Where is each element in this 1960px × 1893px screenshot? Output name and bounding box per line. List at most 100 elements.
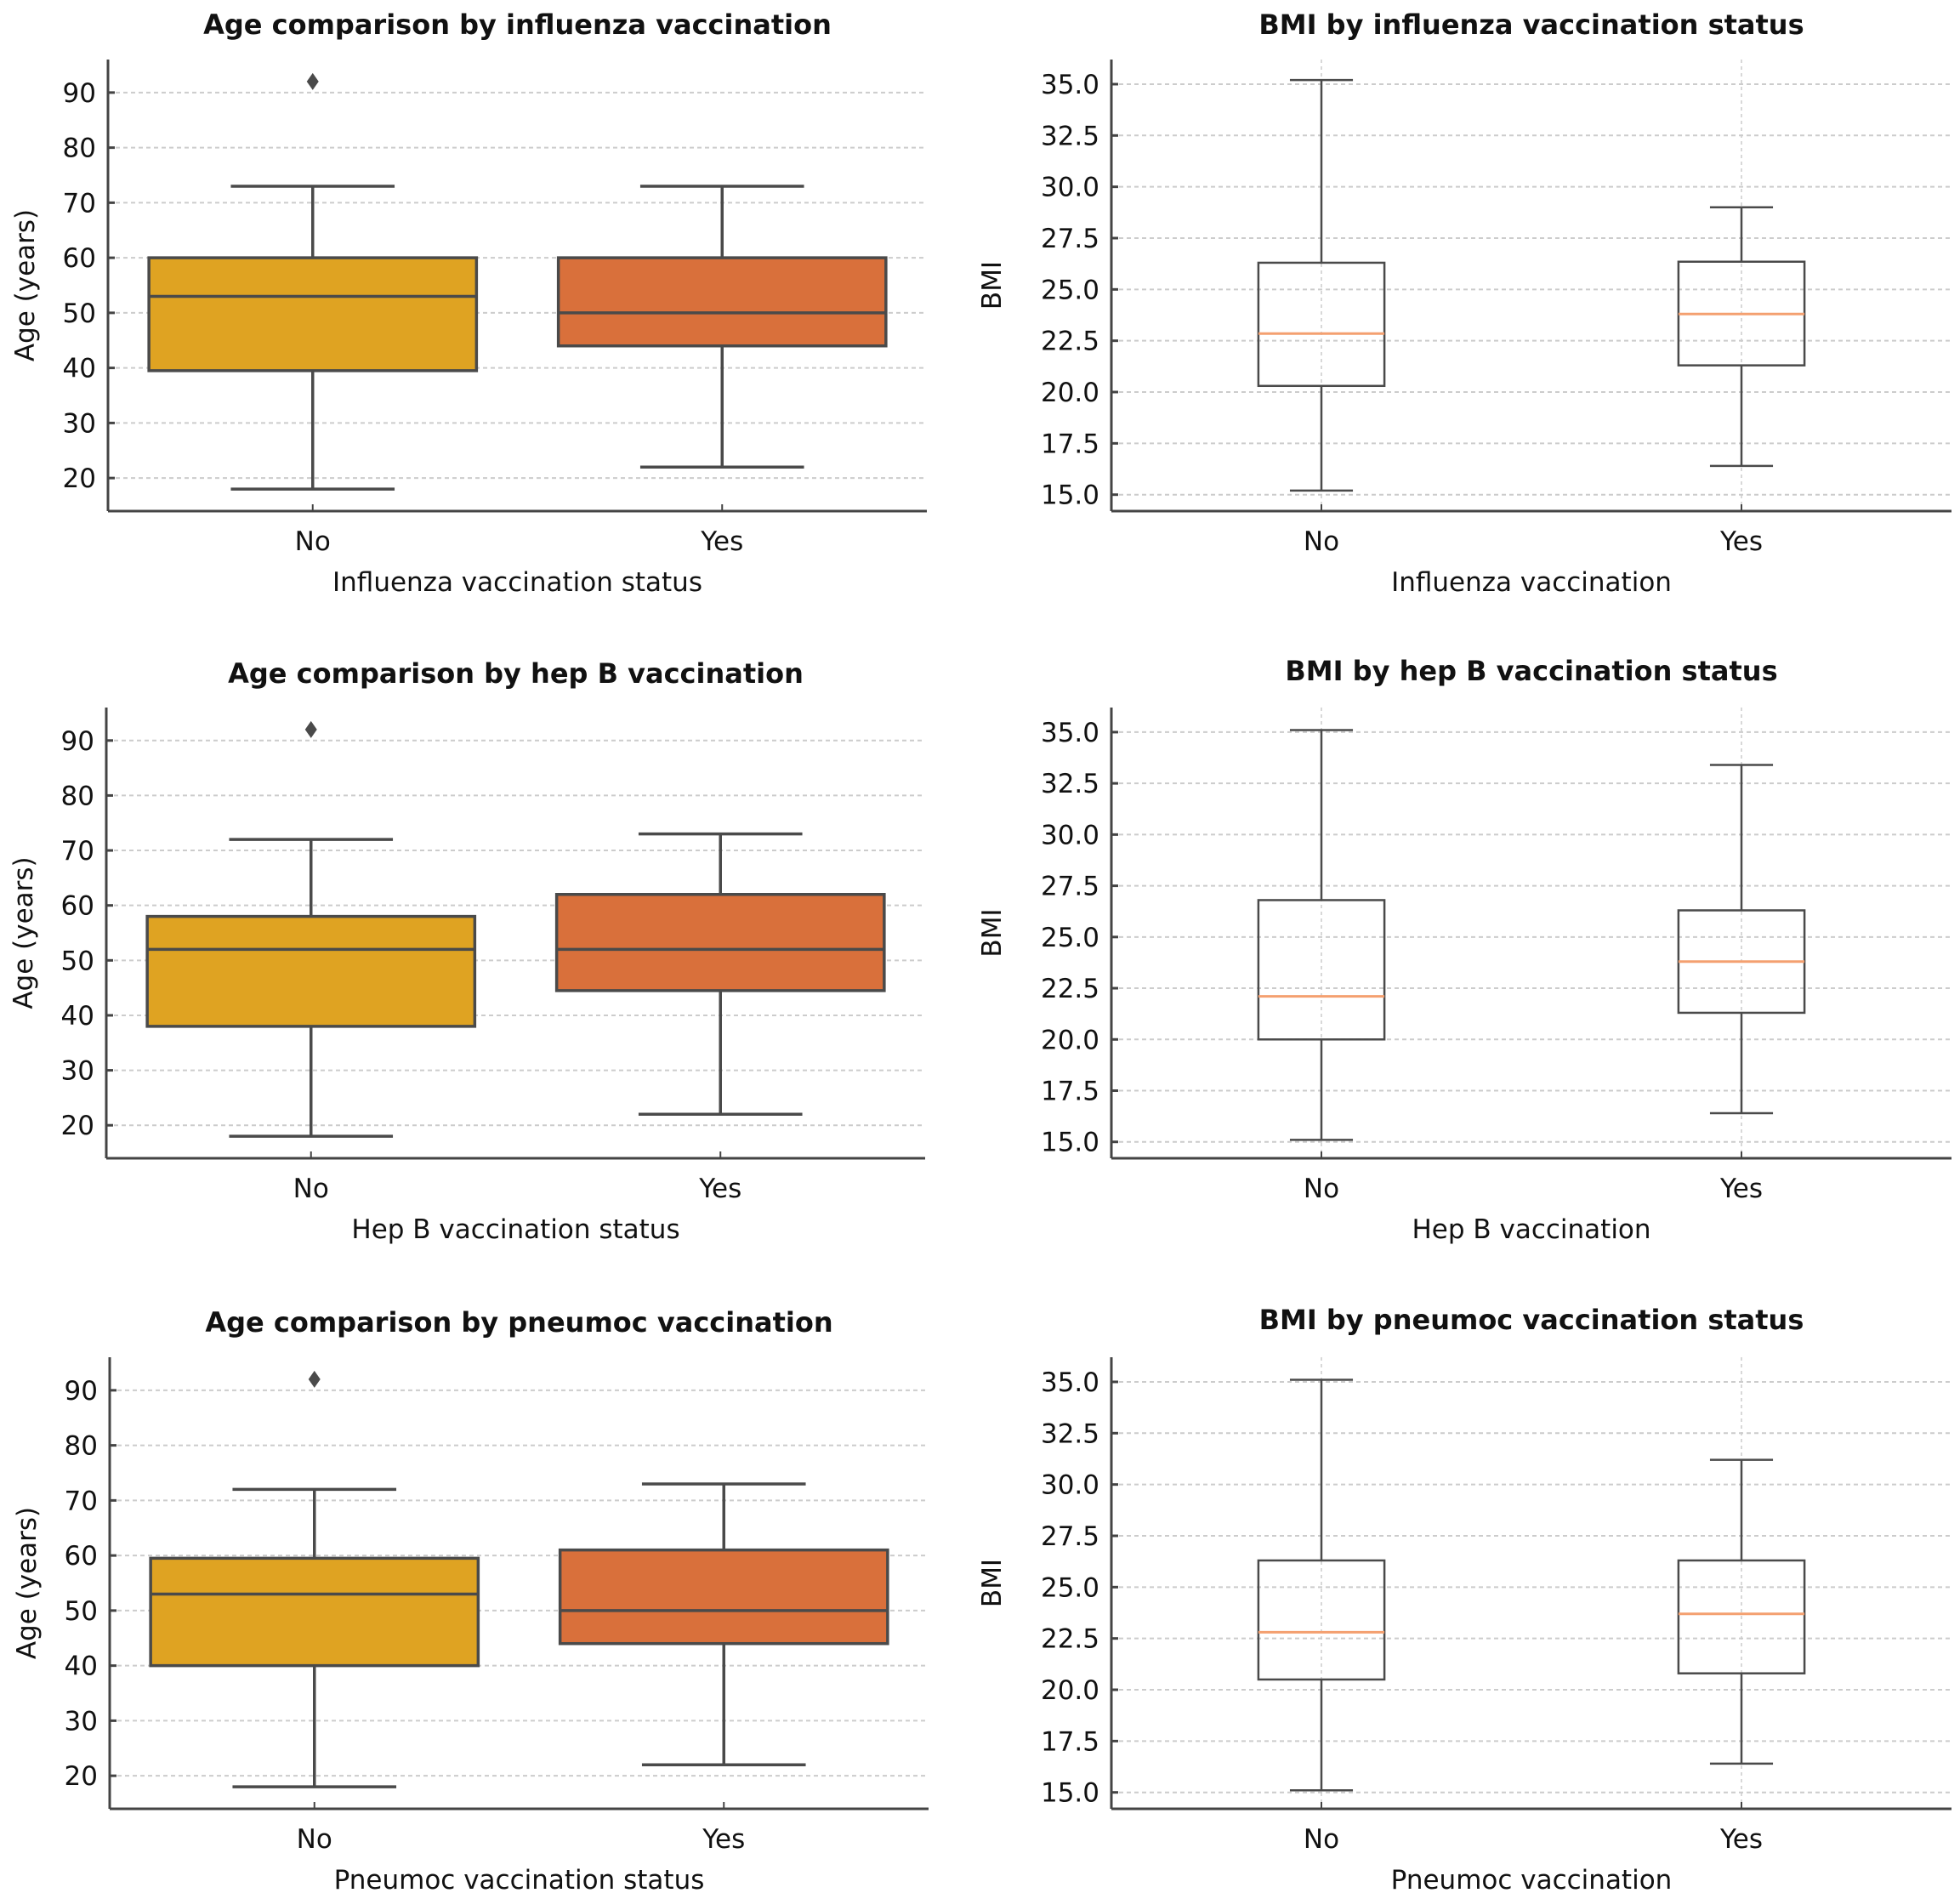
y-tick-label: 32.5 <box>1041 121 1099 151</box>
y-tick-label: 90 <box>61 726 94 757</box>
outlier-marker <box>308 1370 321 1388</box>
x-tick-label: Yes <box>702 1824 745 1855</box>
x-tick-label: Yes <box>1719 526 1763 557</box>
y-tick-label: 20.0 <box>1041 1025 1099 1055</box>
chart-title: Age comparison by hep B vaccination <box>228 657 804 690</box>
y-tick-label: 20 <box>65 1761 98 1792</box>
y-tick-label: 70 <box>63 188 96 219</box>
y-tick-label: 22.5 <box>1041 1624 1099 1655</box>
box-iqr <box>1257 261 1386 388</box>
y-tick-label: 30 <box>63 408 96 439</box>
box-yes <box>1677 764 1806 1115</box>
x-tick-label: Yes <box>1719 1824 1763 1855</box>
y-tick-label: 60 <box>61 891 94 922</box>
box-iqr <box>1257 1559 1386 1681</box>
y-tick-label: 27.5 <box>1041 1521 1099 1552</box>
chart-bmi-pneumoc: 15.0 17.5 20.0 22.5 25.0 27.5 30.0 32.5 35.0 No Ye… <box>977 1304 1951 1893</box>
chart-age-pneumoc: 20 30 40 50 60 70 80 90 No Yes Age comparison by p… <box>12 1306 929 1893</box>
y-tick-label: 50 <box>61 946 94 976</box>
y-tick-label: 60 <box>65 1541 98 1572</box>
x-axis-label: Hep B vaccination status <box>351 1214 679 1245</box>
y-tick-label: 27.5 <box>1041 224 1099 254</box>
y-tick-label: 30.0 <box>1041 173 1099 203</box>
x-axis-label: Hep B vaccination <box>1412 1214 1650 1245</box>
y-tick-label: 17.5 <box>1041 429 1099 459</box>
box-yes <box>1677 1458 1806 1765</box>
y-tick-label: 22.5 <box>1041 974 1099 1004</box>
box-no <box>1257 1379 1386 1792</box>
y-tick-label: 50 <box>63 298 96 329</box>
y-tick-label: 70 <box>61 836 94 867</box>
y-tick-label: 60 <box>63 243 96 274</box>
x-axis-label: Pneumoc vaccination status <box>334 1865 705 1893</box>
y-tick-label: 40 <box>65 1651 98 1682</box>
y-axis-label: Age (years) <box>9 856 39 1009</box>
y-tick-label: 32.5 <box>1041 1418 1099 1449</box>
chart-title: BMI by pneumoc vaccination status <box>1259 1304 1804 1336</box>
box-yes <box>556 185 888 469</box>
box-iqr <box>558 1548 889 1646</box>
y-tick-label: 15.0 <box>1041 1778 1099 1809</box>
box-iqr <box>1257 899 1386 1041</box>
y-tick-label: 32.5 <box>1041 769 1099 799</box>
y-axis-label: BMI <box>977 908 1008 957</box>
chart-title: Age comparison by pneumoc vaccination <box>205 1306 832 1339</box>
box-iqr <box>145 914 477 1028</box>
chart-bmi-influenza: 15.0 17.5 20.0 22.5 25.0 27.5 30.0 32.5 35.0 No Ye… <box>977 9 1951 598</box>
y-tick-label: 20.0 <box>1041 378 1099 408</box>
box-no <box>147 72 479 491</box>
box-iqr <box>554 893 886 992</box>
y-tick-label: 80 <box>63 134 96 164</box>
chart-title: BMI by influenza vaccination status <box>1258 9 1804 41</box>
y-tick-label: 35.0 <box>1041 1367 1099 1398</box>
y-tick-label: 17.5 <box>1041 1726 1099 1757</box>
y-tick-label: 20 <box>61 1111 94 1141</box>
y-tick-label: 25.0 <box>1041 275 1099 305</box>
y-tick-label: 35.0 <box>1041 70 1099 100</box>
box-iqr <box>1677 1559 1806 1674</box>
y-axis-label: Age (years) <box>10 209 41 361</box>
y-tick-label: 35.0 <box>1041 718 1099 748</box>
x-axis-label: Pneumoc vaccination <box>1391 1865 1673 1893</box>
y-tick-label: 25.0 <box>1041 1572 1099 1603</box>
y-axis-label: BMI <box>977 261 1008 310</box>
chart-title: BMI by hep B vaccination status <box>1285 655 1777 687</box>
box-iqr <box>556 256 888 348</box>
box-no <box>145 720 477 1138</box>
y-tick-label: 30 <box>61 1056 94 1087</box>
y-tick-label: 80 <box>61 781 94 811</box>
y-axis-label: Age (years) <box>12 1507 43 1659</box>
y-tick-label: 30.0 <box>1041 1470 1099 1501</box>
y-tick-label: 80 <box>65 1431 98 1462</box>
box-no <box>1257 78 1386 492</box>
chart-age-influenza: 20 30 40 50 60 70 80 90 No Yes Age comparison by i… <box>10 9 927 598</box>
x-axis-label: Influenza vaccination status <box>332 567 702 598</box>
x-tick-label: No <box>1304 526 1339 557</box>
x-tick-label: Yes <box>698 1174 741 1204</box>
y-tick-label: 50 <box>65 1596 98 1627</box>
chart-age-hepb: 20 30 40 50 60 70 80 90 No Yes Age comparison by h… <box>9 657 925 1245</box>
x-axis-label: Influenza vaccination <box>1391 567 1672 598</box>
x-tick-label: Yes <box>700 526 743 557</box>
chart-title: Age comparison by influenza vaccination <box>203 9 832 41</box>
x-tick-label: No <box>1304 1174 1339 1204</box>
chart-bmi-hepb: 15.0 17.5 20.0 22.5 25.0 27.5 30.0 32.5 35.0 No Ye… <box>977 655 1951 1245</box>
y-tick-label: 40 <box>63 354 96 384</box>
outlier-marker <box>304 720 317 738</box>
box-iqr <box>147 256 479 372</box>
box-iqr <box>149 1556 480 1668</box>
x-tick-label: No <box>297 1824 332 1855</box>
x-tick-label: No <box>295 526 331 557</box>
y-tick-label: 22.5 <box>1041 327 1099 357</box>
y-tick-label: 15.0 <box>1041 1128 1099 1158</box>
box-yes <box>1677 206 1806 468</box>
y-tick-label: 90 <box>63 78 96 109</box>
box-yes <box>558 1482 889 1766</box>
y-tick-label: 25.0 <box>1041 923 1099 953</box>
box-no <box>1257 729 1386 1141</box>
y-tick-label: 15.0 <box>1041 480 1099 511</box>
x-tick-label: Yes <box>1719 1174 1763 1204</box>
y-axis-label: BMI <box>977 1559 1008 1607</box>
y-tick-label: 30 <box>65 1706 98 1737</box>
